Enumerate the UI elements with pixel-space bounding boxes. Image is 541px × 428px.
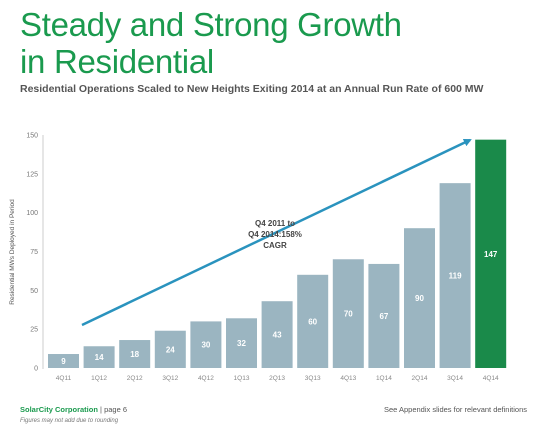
bar-value-label: 18 (130, 350, 139, 359)
bar-3q13 (297, 274, 329, 368)
x-tick-label: 3Q12 (162, 375, 178, 382)
y-tick-label: 150 (26, 133, 38, 140)
bar-value-label: 14 (95, 353, 104, 362)
bar-value-label: 67 (379, 312, 388, 321)
cagr-annotation-line3: CAGR (263, 241, 287, 250)
bar-value-label: 70 (344, 310, 353, 319)
y-tick-label: 100 (26, 210, 38, 217)
x-tick-label: 4Q14 (483, 375, 499, 382)
bar-4q13 (332, 259, 364, 368)
bar-value-label: 24 (166, 345, 175, 354)
x-tick-label: 4Q13 (340, 375, 356, 382)
bar-4q14 (475, 139, 507, 368)
growth-arrow (81, 138, 472, 327)
slide-title-line1: Steady and Strong Growth (20, 6, 402, 43)
bar-2q13 (261, 301, 293, 368)
x-tick-label: 4Q11 (56, 375, 72, 382)
bar-value-label: 30 (201, 341, 210, 350)
y-tick-label: 50 (30, 288, 38, 295)
x-tick-label: 1Q13 (234, 375, 250, 382)
x-tick-label: 4Q12 (198, 375, 214, 382)
bar-1q14 (368, 263, 400, 368)
cagr-annotation-line1: Q4 2011 to (255, 219, 295, 228)
bar-value-label: 147 (484, 250, 498, 259)
bar-3q12 (154, 330, 186, 368)
x-tick-label: 1Q12 (91, 375, 107, 382)
x-tick-label: 3Q13 (305, 375, 321, 382)
slide-title-line2: in Residential (20, 43, 214, 80)
y-tick-label: 0 (34, 366, 38, 373)
footer-brand-name: SolarCity Corporation (20, 405, 98, 414)
bar-value-label: 32 (237, 339, 246, 348)
bar-value-label: 43 (273, 331, 282, 340)
bar-value-label: 9 (61, 357, 66, 366)
cagr-annotation-line2: Q4 2014:158% (248, 230, 302, 239)
slide-subtitle: Residential Operations Scaled to New Hei… (20, 83, 484, 95)
y-axis-label: Residential MWs Deployed in Period (9, 199, 16, 305)
x-tick-label: 1Q14 (376, 375, 392, 382)
bar-2q12 (119, 340, 151, 368)
bar-value-label: 90 (415, 294, 424, 303)
footer-page: | page 6 (100, 405, 128, 414)
slide-title: Steady and Strong Growth in Residential (20, 6, 402, 80)
bar-1q12 (83, 346, 115, 368)
footer-note: Figures may not add due to rounding (20, 418, 119, 424)
bar-1q13 (226, 318, 257, 368)
x-tick-label: 2Q12 (127, 375, 143, 382)
bar-value-label: 119 (449, 272, 462, 281)
x-tick-label: 2Q14 (412, 375, 428, 382)
y-tick-label: 75 (30, 249, 38, 256)
y-tick-label: 125 (26, 171, 38, 178)
bar-value-label: 60 (308, 317, 317, 326)
y-tick-label: 25 (30, 327, 38, 334)
x-tick-label: 3Q14 (447, 375, 463, 382)
x-tick-label: 2Q13 (269, 375, 285, 382)
footer-appendix-note: See Appendix slides for relevant definit… (383, 405, 527, 414)
bar-4q12 (190, 321, 222, 368)
cagr-annotation: Q4 2011 to Q4 2014:158% CAGR (248, 219, 302, 250)
bar-2q14 (404, 228, 435, 368)
bar-3q14 (439, 183, 471, 368)
footer-brand: SolarCity Corporation | page 6 (20, 405, 127, 414)
bar-4q11 (48, 354, 79, 368)
